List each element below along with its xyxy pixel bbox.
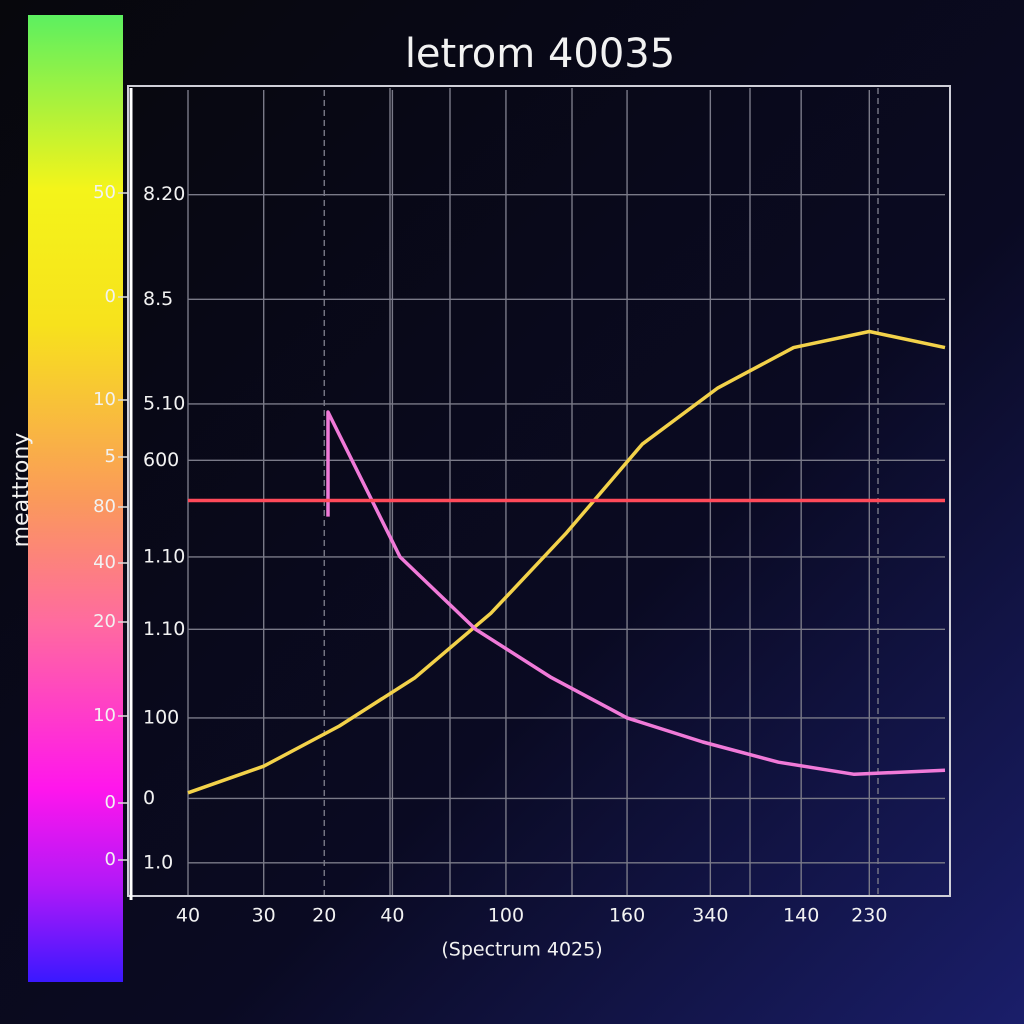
colorbar-label: meattrony (9, 433, 34, 548)
x-tick-label: 160 (609, 905, 645, 927)
x-axis-label: (Spectrum 4025) (441, 939, 602, 961)
colorbar-tick-label: 10 (93, 389, 116, 410)
colorbar-tick-label: 80 (93, 496, 116, 517)
plot-frame (127, 85, 951, 897)
x-tick-label: 340 (692, 905, 728, 927)
colorbar-tick-label: 50 (93, 182, 116, 203)
x-tick-label: 140 (783, 905, 819, 927)
series-line (326, 410, 946, 777)
colorbar-tick-label: 10 (93, 705, 116, 726)
colorbar-tick-label: 0 (105, 792, 116, 813)
x-tick-label: 100 (488, 905, 524, 927)
colorbar-tick-label: 0 (105, 286, 116, 307)
y-tick-label: 1.10 (143, 618, 185, 640)
y-tick-label: 8.20 (143, 183, 185, 205)
minor-grid (389, 88, 879, 895)
x-tick-label: 30 (252, 905, 276, 927)
y-tick-label: 100 (143, 706, 179, 728)
y-tick-label: 1.0 (143, 851, 173, 873)
y-tick-label: 8.5 (143, 288, 173, 310)
x-tick-label: 20 (312, 905, 336, 927)
colorbar-tick-label: 0 (105, 849, 116, 870)
x-tick-label: 40 (380, 905, 404, 927)
x-tick-label: 230 (851, 905, 887, 927)
y-tick-label: 0 (143, 787, 155, 809)
colorbar-tick-label: 20 (93, 611, 116, 632)
y-tick-label: 1.10 (143, 545, 185, 567)
y-tick-label: 5.10 (143, 392, 185, 414)
colorbar-tick-label: 40 (93, 552, 116, 573)
colorbar-tick-label: 5 (105, 446, 116, 467)
chart-title: letrom 40035 (405, 31, 675, 77)
series-line (187, 329, 946, 795)
y-tick-label: 600 (143, 449, 179, 471)
x-tick-label: 40 (176, 905, 200, 927)
colorbar (28, 15, 123, 982)
